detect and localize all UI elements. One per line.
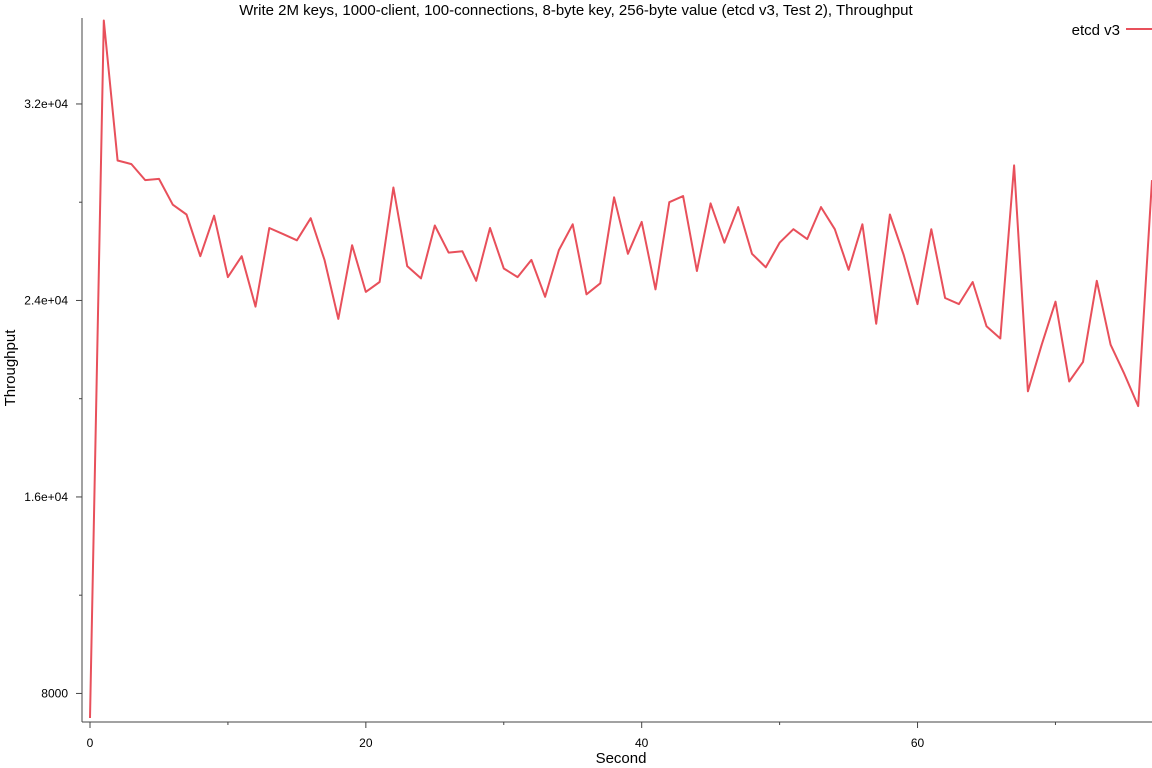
legend: etcd v3 bbox=[1072, 22, 1152, 39]
series-line bbox=[89, 19, 1152, 719]
x-tick-label: 20 bbox=[359, 736, 373, 750]
y-tick-label: 2.4e+04 bbox=[24, 293, 68, 307]
x-tick-label: 40 bbox=[635, 736, 649, 750]
y-tick-label: 1.6e+04 bbox=[24, 490, 68, 504]
chart-title: Write 2M keys, 1000-client, 100-connecti… bbox=[239, 2, 913, 19]
series-layer bbox=[89, 19, 1152, 719]
y-tick-label: 8000 bbox=[41, 686, 68, 700]
y-axis-label: Throughput bbox=[2, 329, 19, 407]
y-tick-label: 3.2e+04 bbox=[24, 97, 68, 111]
legend-label: etcd v3 bbox=[1072, 22, 1120, 39]
x-tick-label: 0 bbox=[87, 736, 94, 750]
x-tick-label: 60 bbox=[911, 736, 925, 750]
y-axis-ticks: 8000 1.6e+04 2.4e+04 3.2e+04 bbox=[24, 97, 82, 700]
x-axis-ticks: 0 20 40 60 bbox=[87, 722, 1056, 750]
x-axis-label: Second bbox=[596, 750, 647, 767]
